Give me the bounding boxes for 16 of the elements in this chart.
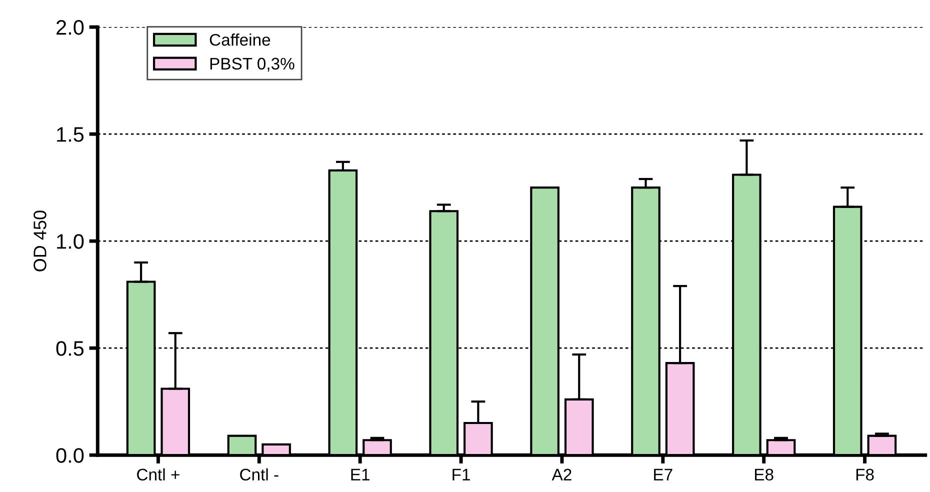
y-tick-label: 1.5: [57, 127, 84, 142]
y-tick-label: 1.0: [57, 234, 84, 249]
x-tick-label: E7: [654, 468, 672, 480]
y-axis-title: OD 450: [34, 210, 46, 272]
x-tick-label: Cntl +: [137, 468, 180, 481]
y-tick-label: 0.5: [56, 341, 84, 356]
y-tick-label: 0.0: [56, 448, 84, 463]
x-tick-label: A2: [552, 468, 572, 480]
y-tick-label: 2.0: [56, 20, 84, 35]
legend-label: PBST 0,3%: [210, 58, 294, 72]
x-tick-label: Cntl -: [240, 468, 278, 481]
x-tick-label: F8: [856, 468, 874, 481]
x-tick-label: E8: [755, 468, 774, 481]
x-tick-label: F1: [452, 468, 470, 480]
x-tick-label: E1: [351, 468, 370, 480]
legend-label: Caffeine: [210, 34, 270, 46]
